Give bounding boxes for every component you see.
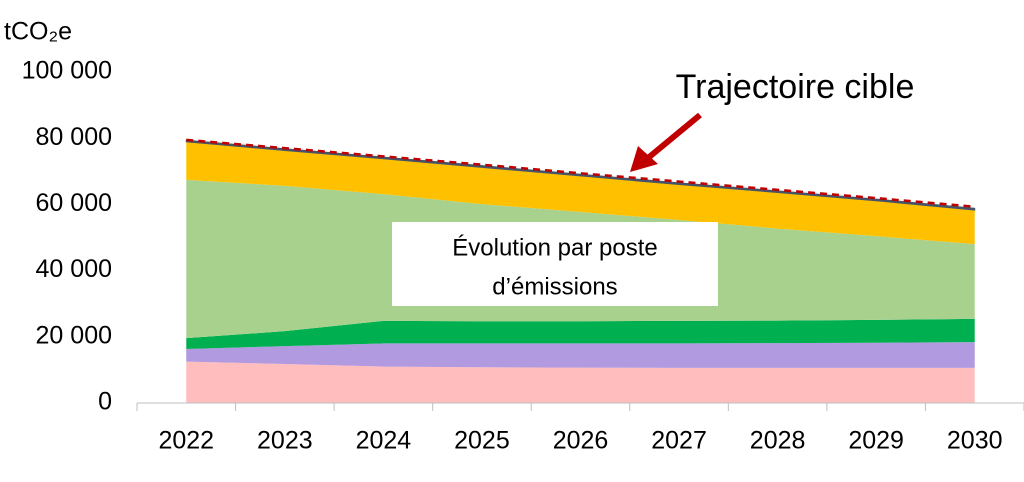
annotation-box: [392, 222, 718, 306]
x-tick-label: 2030: [947, 427, 1003, 455]
area-layer: [186, 342, 975, 368]
y-tick-label: 20 000: [36, 321, 112, 349]
area-layer: [186, 141, 975, 245]
annotation: d’émissions: [492, 273, 617, 300]
x-tick-label: 2025: [454, 427, 510, 455]
area-layer: [186, 361, 975, 403]
x-tick-label: 2023: [257, 427, 313, 455]
y-tick-label: 80 000: [36, 123, 112, 151]
area-layer: [186, 318, 975, 350]
x-tick-label: 2022: [158, 427, 214, 455]
annotation: Trajectoire cible: [676, 68, 915, 106]
x-tick-label: 2028: [750, 427, 806, 455]
y-axis-label: tCO₂e: [4, 18, 72, 46]
annotation-arrow: [646, 112, 702, 161]
annotation: Évolution par poste: [452, 234, 657, 261]
annotation-box: [643, 60, 948, 117]
x-tick-label: 2026: [553, 427, 609, 455]
y-tick-label: 60 000: [36, 189, 112, 217]
y-tick-label: 100 000: [22, 57, 112, 85]
y-tick-label: 40 000: [36, 255, 112, 283]
x-tick-label: 2027: [651, 427, 707, 455]
x-tick-label: 2029: [848, 427, 904, 455]
y-tick-label: 0: [98, 388, 112, 416]
annotation-arrowhead: [630, 146, 658, 172]
x-tick-label: 2024: [356, 427, 412, 455]
